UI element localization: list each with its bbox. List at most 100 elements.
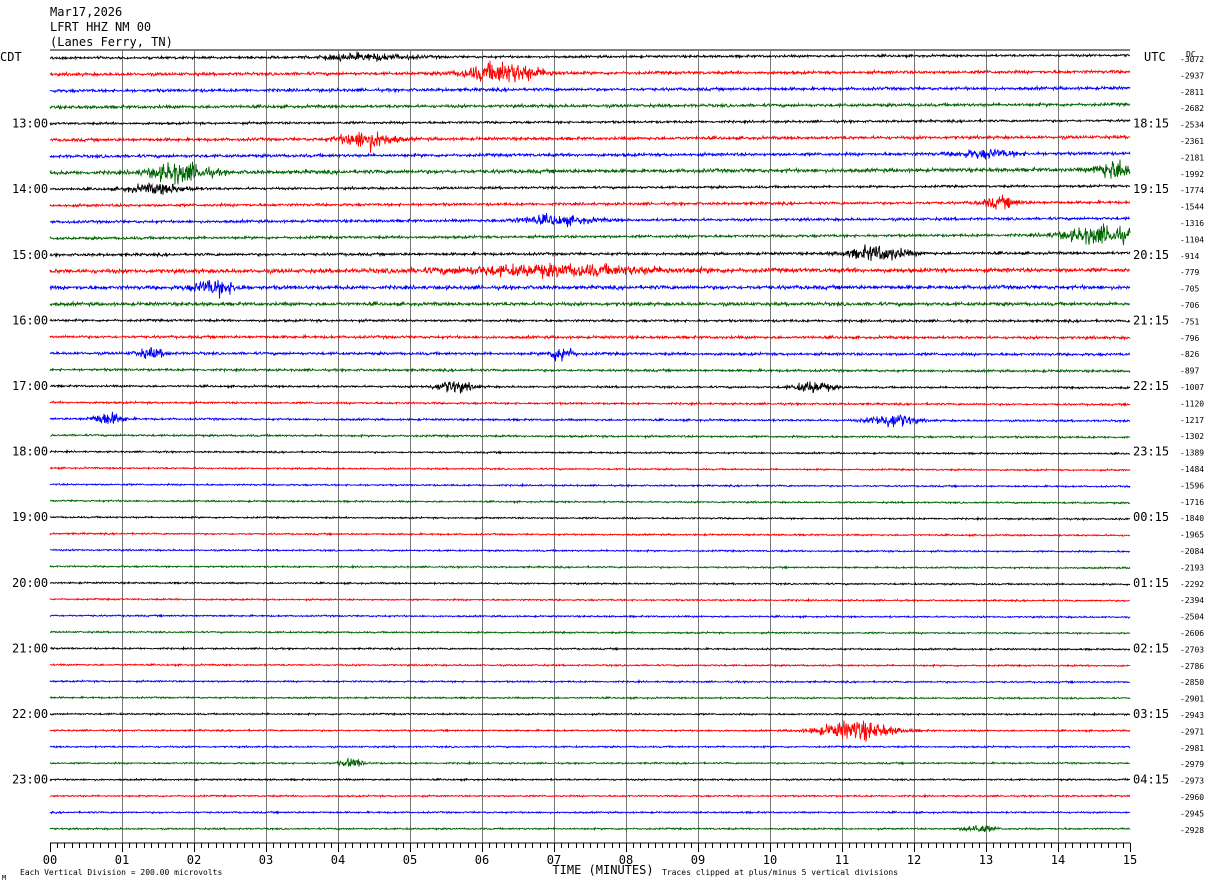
seismic-trace <box>49 645 1131 652</box>
dc-offset-label: -2937 <box>1180 71 1204 80</box>
dc-offset-label: -2504 <box>1180 613 1204 622</box>
dc-offset-label: -3072 <box>1180 55 1204 64</box>
seismic-trace <box>49 194 1131 210</box>
utc-time-label: 03:15 <box>1133 707 1169 721</box>
x-tick-label: 02 <box>187 853 201 867</box>
dc-offset-label: -2394 <box>1180 596 1204 605</box>
seismic-trace <box>49 563 1131 570</box>
dc-offset-label: -2943 <box>1180 711 1204 720</box>
seismic-trace <box>49 317 1131 324</box>
seismic-trace <box>49 366 1131 374</box>
seismic-trace <box>49 131 1131 153</box>
seismic-trace <box>49 346 1131 362</box>
header-station: LFRT HHZ NM 00 <box>50 20 152 34</box>
seismic-trace <box>49 629 1131 636</box>
dc-offset-label: -1484 <box>1180 465 1204 474</box>
dc-offset-label: -2811 <box>1180 88 1204 97</box>
seismic-trace <box>49 432 1131 440</box>
seismic-trace <box>49 498 1131 506</box>
seismic-trace <box>49 159 1131 185</box>
seismic-trace <box>49 482 1131 489</box>
dc-offset-label: -1104 <box>1180 235 1204 244</box>
dc-offset-label: -2960 <box>1180 793 1204 802</box>
cdt-time-label: 18:00 <box>12 445 48 459</box>
x-tick-label: 03 <box>259 853 273 867</box>
seismic-trace <box>49 825 1131 833</box>
dc-offset-label: -1840 <box>1180 514 1204 523</box>
seismic-trace <box>49 333 1131 341</box>
seismic-trace <box>49 662 1131 668</box>
seismic-trace <box>49 101 1131 111</box>
utc-time-label: 04:15 <box>1133 773 1169 787</box>
utc-time-label: 02:15 <box>1133 641 1169 655</box>
dc-offset-label: -1302 <box>1180 432 1204 441</box>
utc-time-label: 01:15 <box>1133 576 1169 590</box>
seismic-trace <box>49 223 1131 246</box>
dc-offset-label: -826 <box>1180 350 1199 359</box>
dc-offset-label: -1007 <box>1180 383 1204 392</box>
cdt-time-label: 22:00 <box>12 707 48 721</box>
dc-offset-label: -1120 <box>1180 399 1204 408</box>
dc-offset-label: -2981 <box>1180 744 1204 753</box>
seismic-trace <box>49 711 1131 717</box>
header-location: (Lanes Ferry, TN) <box>50 35 173 49</box>
dc-offset-label: -2928 <box>1180 826 1204 835</box>
seismic-trace <box>49 84 1131 94</box>
dc-offset-label: -706 <box>1180 301 1199 310</box>
dc-offset-label: -2193 <box>1180 563 1204 572</box>
x-tick-label: 07 <box>547 853 561 867</box>
dc-offset-label: -1389 <box>1180 449 1204 458</box>
x-tick-label: 15 <box>1123 853 1137 867</box>
utc-time-label: 23:15 <box>1133 445 1169 459</box>
dc-offset-label: -2973 <box>1180 777 1204 786</box>
utc-time-label: 22:15 <box>1133 379 1169 393</box>
dc-offset-label: -1774 <box>1180 186 1204 195</box>
seismic-trace <box>50 212 1131 228</box>
dc-offset-label: -2971 <box>1180 727 1204 736</box>
seismic-trace <box>49 448 1131 456</box>
seismic-trace <box>49 720 1131 742</box>
x-tick-label: 10 <box>763 853 777 867</box>
seismic-trace <box>49 182 1131 195</box>
x-tick-label: 14 <box>1051 853 1065 867</box>
seismic-trace <box>49 756 1131 767</box>
seismic-trace <box>49 678 1131 685</box>
seismic-trace <box>49 777 1131 782</box>
corner-mark: M <box>2 874 6 882</box>
dc-offset-label: -897 <box>1180 367 1199 376</box>
seismic-trace <box>49 262 1131 279</box>
dc-offset-label: -751 <box>1180 317 1199 326</box>
dc-offset-label: -1544 <box>1180 203 1204 212</box>
cdt-time-label: 15:00 <box>12 248 48 262</box>
dc-offset-label: -779 <box>1180 268 1199 277</box>
x-tick-label: 08 <box>619 853 633 867</box>
dc-offset-label: -2181 <box>1180 153 1204 162</box>
cdt-time-label: 14:00 <box>12 182 48 196</box>
seismic-trace <box>49 548 1131 554</box>
seismic-trace <box>49 117 1131 127</box>
x-tick-label: 09 <box>691 853 705 867</box>
seismic-trace <box>49 60 1131 83</box>
x-tick-label: 06 <box>475 853 489 867</box>
seismic-trace <box>49 300 1131 308</box>
dc-offset-label: -705 <box>1180 285 1199 294</box>
utc-time-label: 18:15 <box>1133 117 1169 131</box>
clip-note: Traces clipped at plus/minus 5 vertical … <box>662 868 898 877</box>
dc-offset-label: -796 <box>1180 334 1199 343</box>
seismic-trace <box>49 744 1131 750</box>
dc-offset-label: -1217 <box>1180 416 1204 425</box>
seismic-trace <box>49 515 1131 522</box>
dc-offset-label: -2901 <box>1180 695 1204 704</box>
x-tick-label: 05 <box>403 853 417 867</box>
seismic-trace <box>49 531 1131 538</box>
dc-offset-label: -2786 <box>1180 662 1204 671</box>
dc-offset-label: -2361 <box>1180 137 1204 146</box>
seismic-trace <box>49 580 1131 587</box>
dc-offset-label: -2682 <box>1180 104 1204 113</box>
seismic-trace <box>49 793 1131 799</box>
x-tick-label: 01 <box>115 853 129 867</box>
dc-label: DC <box>1186 50 1196 59</box>
seismic-trace <box>49 400 1131 408</box>
dc-offset-label: -2534 <box>1180 121 1204 130</box>
